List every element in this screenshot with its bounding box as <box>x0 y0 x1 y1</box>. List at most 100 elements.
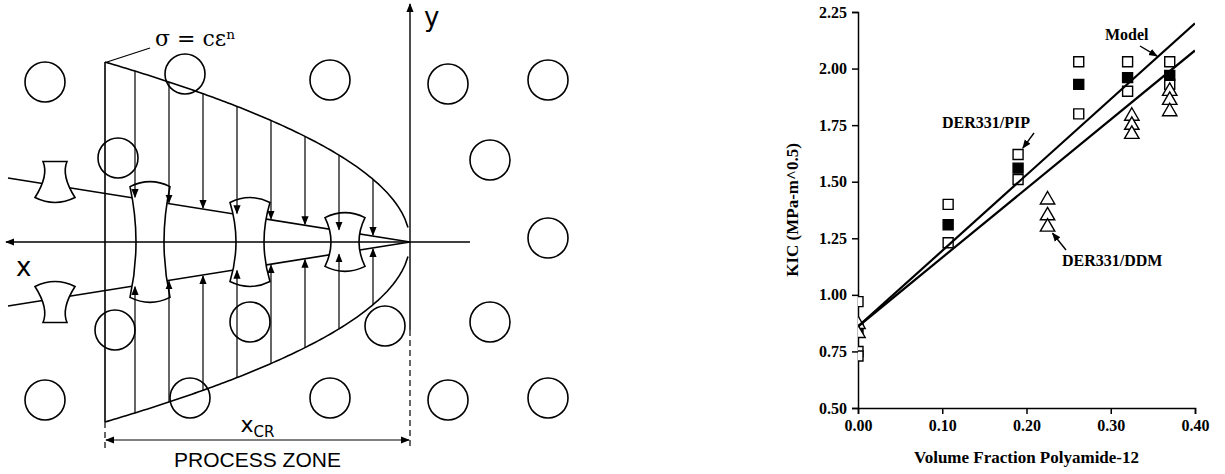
series-label: DER331/PIP <box>942 114 1030 131</box>
stress-arrow <box>134 287 135 413</box>
stress-arrow <box>338 155 339 230</box>
x-axis-tick: 0.40 <box>1182 408 1210 434</box>
data-point <box>943 199 953 209</box>
y-axis-tick: 1.75 <box>819 117 858 134</box>
y-axis-tick-label: 2.25 <box>819 4 847 21</box>
x-axis-tick-label: 0.40 <box>1182 417 1210 434</box>
y-axis-arrow <box>409 4 410 330</box>
particle <box>428 380 468 420</box>
stress-arrow <box>168 281 169 402</box>
particle <box>528 218 568 258</box>
particle <box>528 60 568 100</box>
stress-arrow <box>270 265 271 363</box>
stress-arrow <box>236 106 237 213</box>
particle <box>470 140 510 180</box>
label-pointer <box>1053 233 1066 250</box>
equation-leader <box>107 48 150 62</box>
stress-arrow <box>372 249 373 305</box>
data-point <box>1074 57 1084 67</box>
stress-arrow <box>202 94 203 208</box>
x-axis-tick-mark <box>1195 408 1197 414</box>
series-label: Model <box>1105 26 1149 43</box>
y-axis-tick-mark <box>852 351 858 353</box>
critical-length-subscript: CR <box>254 423 275 441</box>
dimension-extension <box>104 422 105 450</box>
data-point <box>1013 163 1023 173</box>
y-axis-tick: 1.25 <box>819 230 858 247</box>
stress-envelope <box>105 62 408 227</box>
y-axis-tick-label: 1.00 <box>819 286 847 303</box>
broken-particle <box>35 161 75 202</box>
x-axis-title: Volume Fraction Polyamide-12 <box>914 448 1139 467</box>
data-point <box>858 297 863 307</box>
stress-arrow <box>168 82 169 203</box>
data-point <box>1013 150 1023 160</box>
model-line <box>858 50 1195 326</box>
x-axis-tick-label: 0.10 <box>929 417 957 434</box>
x-axis-arrow <box>6 241 470 242</box>
x-axis-tick: 0.00 <box>845 408 873 434</box>
y-axis-title: KIC (MPa-m^0.5) <box>783 143 802 277</box>
x-axis-tick: 0.30 <box>1097 408 1125 434</box>
data-point <box>1074 109 1084 119</box>
x-axis-tick-mark <box>1026 408 1028 414</box>
y-axis-tick-label: 2.00 <box>819 60 847 77</box>
figure: xyσ = cεⁿxCRPROCESS ZONE0.000.100.200.30… <box>0 0 1225 474</box>
zone-label: PROCESS ZONE <box>174 448 341 471</box>
stress-arrow <box>202 276 203 390</box>
stress-arrow <box>372 179 373 235</box>
stress-arrow <box>134 71 135 197</box>
y-axis-tick: 0.75 <box>819 343 858 360</box>
particle <box>95 310 135 350</box>
stress-arrow <box>304 136 305 224</box>
series-label: DER331/DDM <box>1062 252 1162 269</box>
y-axis-tick-mark <box>852 68 858 70</box>
stress-arrow <box>304 260 305 348</box>
particle <box>365 306 405 346</box>
y-axis-tick-label: 0.75 <box>819 343 847 360</box>
stress-envelope <box>105 257 408 422</box>
label-pointer <box>1023 133 1034 148</box>
data-point <box>1125 126 1139 138</box>
particle <box>170 378 210 418</box>
y-axis-tick-label: 1.25 <box>819 230 847 247</box>
y-axis-tick-mark <box>852 12 858 14</box>
critical-length-symbol: x <box>241 412 254 437</box>
y-axis-tick: 1.00 <box>819 286 858 303</box>
particle <box>25 62 65 102</box>
y-axis-tick: 2.25 <box>819 4 858 21</box>
particle <box>310 60 350 100</box>
x-axis-tick: 0.20 <box>1013 408 1041 434</box>
dimension-extension <box>409 330 410 450</box>
y-axis-line <box>852 13 859 409</box>
x-axis: 0.00 0.10 0.20 0.30 0.40 <box>845 408 1210 434</box>
data-point <box>943 220 953 230</box>
particle <box>470 302 510 342</box>
particle <box>528 378 568 418</box>
y-axis-tick-mark <box>852 408 858 410</box>
particle <box>230 302 270 342</box>
x-axis-tick-mark <box>942 408 944 414</box>
y-axis: 0.500.751.001.251.501.752.002.25 <box>819 4 859 417</box>
particle <box>428 64 468 104</box>
diagram: xyσ = cεⁿxCRPROCESS ZONE <box>6 2 568 471</box>
x-axis-tick: 0.10 <box>929 408 957 434</box>
x-axis-tick-label: 0.20 <box>1013 417 1041 434</box>
plot-area <box>858 23 1195 361</box>
particle <box>25 380 65 420</box>
data-point <box>1040 191 1054 203</box>
data-point <box>1074 79 1084 89</box>
data-point <box>1123 57 1133 67</box>
y-axis-tick-mark <box>852 238 858 240</box>
x-axis-tick-label: 0.00 <box>845 417 873 434</box>
x-axis-line <box>859 409 1196 415</box>
chart: 0.000.100.200.300.400.500.751.001.251.50… <box>783 4 1210 467</box>
zone-boundary <box>104 62 106 422</box>
model-line <box>858 23 1195 326</box>
y-axis-label: y <box>424 2 439 32</box>
series-labels: DER331/PIP DER331/DDM Model <box>942 26 1162 269</box>
data-point <box>1165 57 1175 67</box>
y-axis-tick-label: 0.50 <box>819 400 847 417</box>
particle <box>98 138 138 178</box>
data-point <box>1040 219 1054 231</box>
